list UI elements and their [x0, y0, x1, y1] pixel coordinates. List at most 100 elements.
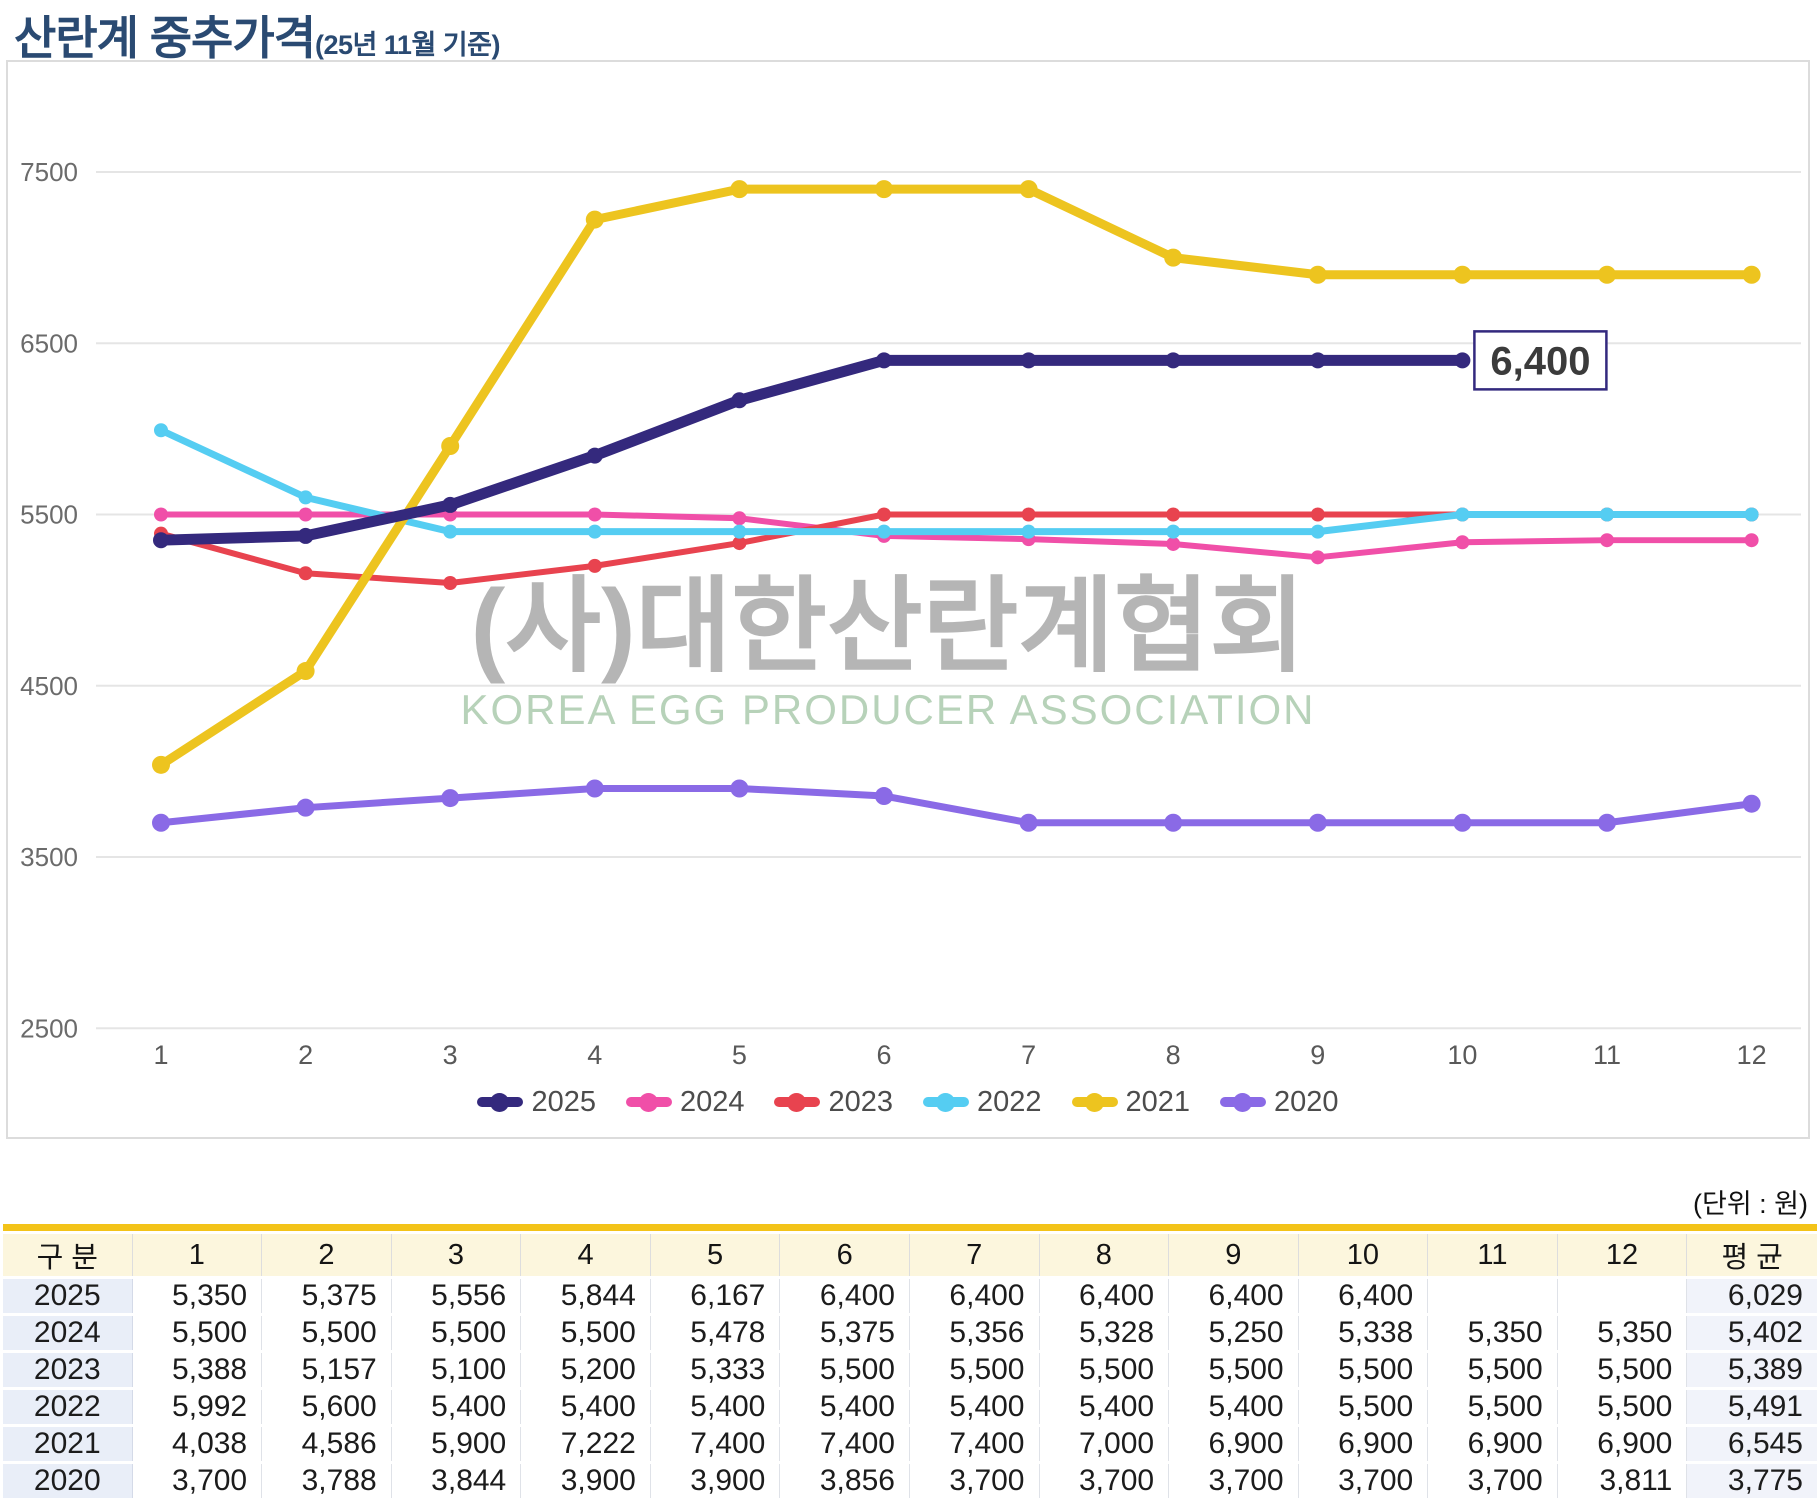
legend-item-2024[interactable]: 2024	[625, 1085, 745, 1119]
legend-label: 2021	[1125, 1085, 1191, 1118]
x-axis-month-label: 9	[1310, 1040, 1325, 1070]
avg-cell: 5,402	[1687, 1316, 1817, 1350]
y-axis-tick-label: 6500	[20, 328, 78, 358]
price-cell: 5,328	[1039, 1316, 1170, 1350]
x-axis-month-label: 5	[732, 1040, 747, 1070]
price-cell	[1428, 1279, 1558, 1313]
page-header: 산란계 중추가격 (25년 11월 기준)	[14, 2, 500, 64]
data-point-2021	[875, 180, 893, 199]
avg-cell: 3,775	[1687, 1464, 1817, 1498]
price-cell: 5,844	[521, 1279, 651, 1313]
data-point-2022	[443, 524, 458, 539]
price-cell: 5,500	[780, 1353, 910, 1387]
price-cell: 5,350	[1428, 1316, 1558, 1350]
data-point-2021	[1598, 265, 1616, 284]
price-cell: 5,400	[1039, 1390, 1170, 1424]
legend-item-2021[interactable]: 2021	[1071, 1085, 1191, 1119]
legend-item-2023[interactable]: 2023	[774, 1086, 893, 1119]
data-point-2021	[1164, 248, 1183, 267]
y-axis-tick-label: 3500	[20, 842, 78, 872]
table-header-cell: 2	[262, 1234, 392, 1276]
data-point-2025	[876, 352, 892, 369]
data-point-2024	[732, 511, 747, 526]
table-header-cell: 6	[780, 1234, 910, 1276]
table-header-cell: 8	[1039, 1234, 1170, 1276]
price-cell: 5,992	[132, 1390, 263, 1424]
price-cell: 7,400	[650, 1427, 781, 1461]
data-point-2023	[732, 536, 747, 551]
price-cell: 5,388	[132, 1353, 263, 1387]
price-cell: 6,900	[1557, 1427, 1688, 1461]
x-axis-month-label: 2	[298, 1040, 313, 1070]
data-point-2021	[1019, 180, 1038, 199]
price-cell: 3,900	[521, 1464, 651, 1498]
watermark-english: KOREA EGG PRODUCER ASSOCIATION	[460, 686, 1315, 733]
legend-item-2022[interactable]: 2022	[923, 1086, 1042, 1119]
price-cell	[1557, 1279, 1688, 1313]
price-table-wrap: 구 분 1 2 3 4 5 6 7 8 9 10 11 12 평 균 2025 5,350 5,375 5,556…	[3, 1224, 1817, 1501]
data-point-2023	[298, 566, 313, 581]
annotation-box	[1473, 330, 1608, 391]
data-point-2023	[1166, 507, 1181, 522]
price-cell: 5,500	[909, 1353, 1040, 1387]
price-line-chart-card: 7500 6500 5500 4500 3500 2500 1 2 3 4 5 6 7 8 9 10 11 12(…	[6, 60, 1810, 1139]
data-point-2020	[1164, 813, 1183, 832]
price-cell: 3,900	[650, 1464, 781, 1498]
price-cell: 3,700	[1298, 1464, 1429, 1498]
price-cell: 5,333	[650, 1353, 781, 1387]
data-point-2020	[441, 789, 460, 808]
data-point-2025	[153, 532, 169, 549]
table-header-cell: 구 분	[3, 1234, 133, 1276]
year-cell: 2025	[3, 1279, 133, 1313]
data-point-2021	[1308, 265, 1327, 284]
data-point-2020	[875, 787, 893, 806]
data-point-2025	[1020, 352, 1037, 369]
table-header-cell: 7	[909, 1234, 1040, 1276]
legend-marker-2024	[625, 1092, 672, 1112]
y-axis-tick-label: 4500	[20, 671, 78, 701]
data-point-2022	[1744, 507, 1759, 522]
price-cell: 5,375	[780, 1316, 910, 1350]
data-point-2025	[586, 447, 603, 464]
price-cell: 7,400	[909, 1427, 1040, 1461]
legend-label: 2023	[828, 1085, 893, 1118]
price-cell: 7,000	[1039, 1427, 1170, 1461]
price-cell: 5,500	[1039, 1353, 1170, 1387]
x-axis-month-label: 11	[1593, 1040, 1621, 1070]
price-cell: 5,500	[262, 1316, 392, 1350]
data-point-2023	[443, 576, 458, 590]
price-cell: 5,500	[391, 1316, 522, 1350]
price-cell: 5,500	[132, 1316, 263, 1350]
legend-label: 2024	[679, 1085, 745, 1118]
legend-item-2025[interactable]: 2025	[477, 1086, 596, 1119]
price-cell: 4,586	[262, 1427, 392, 1461]
table-row-2025: 2025 5,350 5,375 5,556 5,844 6,167 6,400 6,400 6…	[3, 1279, 1817, 1313]
price-cell: 5,375	[262, 1279, 392, 1313]
data-point-2022	[1166, 524, 1181, 539]
data-point-2020	[1598, 813, 1616, 832]
table-header-row: 구 분 1 2 3 4 5 6 7 8 9 10 11 12 평 균	[3, 1234, 1817, 1276]
table-row-2021: 2021 4,038 4,586 5,900 7,222 7,400 7,400 7,400 7…	[3, 1427, 1817, 1461]
data-point-2020	[730, 779, 749, 798]
legend-marker-2021	[1071, 1092, 1118, 1112]
price-cell: 7,222	[521, 1427, 651, 1461]
data-point-2023	[1021, 507, 1036, 522]
price-cell: 5,350	[132, 1279, 263, 1313]
legend-item-2020[interactable]: 2020	[1220, 1086, 1339, 1119]
avg-cell: 5,491	[1687, 1390, 1817, 1424]
price-cell: 3,700	[1428, 1464, 1558, 1498]
data-point-2020	[1453, 813, 1472, 832]
price-cell: 3,700	[132, 1464, 263, 1498]
data-point-2021	[1453, 265, 1472, 284]
x-axis-month-label: 1	[153, 1040, 168, 1070]
price-cell: 5,250	[1169, 1316, 1299, 1350]
price-cell: 5,500	[521, 1316, 651, 1350]
data-point-2022	[1310, 524, 1325, 539]
data-point-2022	[298, 490, 313, 505]
price-cell: 3,700	[909, 1464, 1040, 1498]
annotation-value-label: 6,400	[1490, 339, 1590, 383]
price-cell: 6,167	[650, 1279, 781, 1313]
price-cell: 3,856	[780, 1464, 910, 1498]
data-point-2021	[441, 437, 460, 455]
data-point-2022	[1021, 524, 1036, 539]
